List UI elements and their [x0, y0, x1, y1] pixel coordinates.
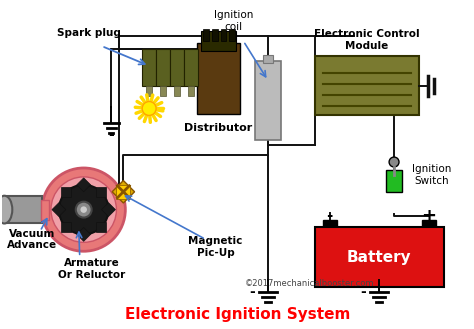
Text: -: - — [109, 128, 114, 142]
Bar — [117, 185, 130, 199]
Bar — [146, 86, 152, 96]
Bar — [160, 86, 166, 96]
Bar — [4, 196, 42, 223]
Text: Battery: Battery — [347, 250, 411, 265]
Bar — [184, 49, 198, 86]
Bar — [315, 56, 419, 115]
Bar — [170, 49, 184, 86]
Text: Electronic Control
Module: Electronic Control Module — [314, 29, 419, 51]
Bar — [201, 31, 237, 51]
Bar — [156, 49, 170, 86]
Bar — [142, 49, 156, 86]
Bar — [229, 29, 236, 41]
Bar — [112, 181, 135, 203]
Ellipse shape — [0, 196, 12, 223]
Bar — [315, 227, 444, 287]
Text: ©2017mechanicalbooster.com: ©2017mechanicalbooster.com — [245, 279, 374, 289]
Bar — [197, 43, 240, 114]
Text: Magnetic
Pic-Up: Magnetic Pic-Up — [188, 237, 243, 258]
Circle shape — [76, 202, 91, 217]
Bar — [422, 219, 436, 226]
Bar — [263, 55, 273, 63]
Circle shape — [51, 177, 117, 242]
Text: Armature
Or Reluctor: Armature Or Reluctor — [58, 258, 125, 280]
Circle shape — [142, 102, 156, 115]
Bar — [323, 219, 337, 226]
Bar — [211, 29, 218, 41]
Bar — [41, 200, 49, 219]
Text: Distributor: Distributor — [184, 123, 253, 133]
Text: Spark plug: Spark plug — [57, 28, 121, 38]
Bar — [174, 86, 180, 96]
Text: Ignition
Switch: Ignition Switch — [412, 164, 451, 186]
Circle shape — [59, 185, 109, 234]
Text: -: - — [327, 208, 333, 223]
Text: -: - — [360, 285, 366, 299]
Text: Vacuum
Advance: Vacuum Advance — [7, 229, 57, 250]
Text: Ignition
coil: Ignition coil — [214, 11, 253, 32]
Bar — [203, 29, 209, 41]
Text: -: - — [249, 285, 255, 299]
Bar — [386, 170, 402, 192]
Circle shape — [80, 206, 88, 214]
Bar — [188, 86, 194, 96]
Text: +: + — [421, 207, 436, 225]
Bar — [255, 61, 281, 140]
Bar — [220, 29, 227, 41]
Circle shape — [389, 157, 399, 167]
Circle shape — [42, 168, 125, 251]
Text: Electronic Ignition System: Electronic Ignition System — [125, 307, 350, 322]
